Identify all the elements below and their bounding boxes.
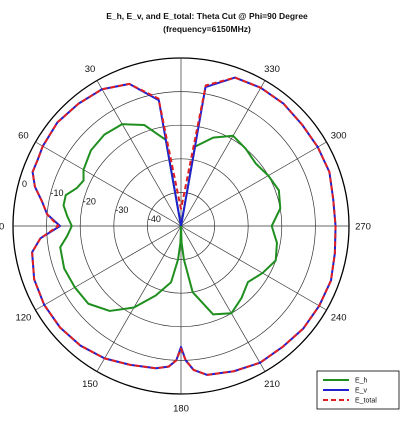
- angle-tick-label: 90: [0, 222, 4, 233]
- angle-tick-label: 210: [264, 379, 280, 390]
- angle-labels: 30 60 90 120 150 180 210 240 270 300 330: [0, 64, 371, 415]
- angle-tick-label: 30: [85, 64, 96, 75]
- grid-spoke: [180, 80, 266, 227]
- grid-spoke: [180, 141, 327, 227]
- legend-label: E_h: [355, 378, 368, 385]
- polar-grid: [12, 57, 350, 395]
- angle-tick-label: 240: [331, 313, 347, 324]
- series-line-e-h: [59, 123, 282, 316]
- series-group: [31, 76, 337, 376]
- grid-spoke: [35, 141, 182, 227]
- angle-tick-label: 270: [355, 222, 371, 233]
- angle-tick-label: 330: [264, 64, 280, 75]
- radial-tick-label: 0: [22, 179, 27, 189]
- legend: E_h E_v E_total: [316, 370, 400, 410]
- series-line-e-total: [31, 76, 337, 376]
- radial-tick-label: -10: [50, 188, 63, 198]
- angle-tick-label: 300: [331, 131, 347, 142]
- angle-tick-label: 60: [18, 131, 29, 142]
- grid-spoke: [96, 225, 182, 372]
- radial-tick-label: -20: [83, 196, 96, 206]
- angle-tick-label: 180: [173, 404, 189, 415]
- angle-tick-label: 120: [15, 313, 31, 324]
- radial-tick-label: -30: [115, 205, 128, 215]
- grid-spoke: [180, 225, 266, 372]
- legend-label: E_total: [355, 398, 377, 405]
- chart-title: E_h, E_v, and E_total: Theta Cut @ Phi=9…: [106, 11, 308, 21]
- grid-spoke: [180, 225, 327, 311]
- legend-label: E_v: [355, 388, 368, 395]
- radial-labels: 0 -10 -20 -30 -40: [22, 179, 161, 224]
- grid-spoke: [35, 225, 182, 311]
- radial-tick-label: -40: [148, 214, 161, 224]
- grid-spoke: [96, 80, 182, 227]
- angle-tick-label: 150: [82, 379, 98, 390]
- chart-subtitle: (frequency=6150MHz): [163, 24, 251, 34]
